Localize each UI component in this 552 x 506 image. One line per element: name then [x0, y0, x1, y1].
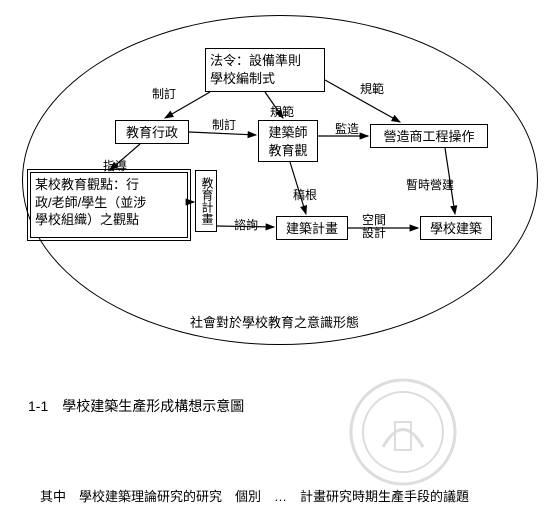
node-edu-admin: 教育行政 [115, 120, 189, 144]
bottom-text: 其中 學校建築理論研究的研究 個別 … 計畫研究時期生產手段的議題 [40, 486, 469, 505]
figure-caption: 1-1 學校建築生產形成構想示意圖 [28, 396, 244, 416]
edge-label-2: 規範 [360, 80, 384, 97]
ellipse-footer: 社會對於學校教育之意識形態 [190, 312, 359, 331]
edge-label-6: 稿根 [293, 186, 317, 203]
edge-label-3: 制訂 [212, 116, 236, 133]
node-build-plan: 建築計畫 [276, 216, 348, 240]
node-construct: 營造商工程操作 [370, 124, 488, 148]
edge-label-5: 監造 [335, 120, 359, 137]
edge-label-0: 制訂 [152, 85, 176, 102]
edge-label-8: 諮詢 [234, 216, 258, 233]
watermark-seal [343, 372, 463, 492]
edge-label-9: 空間設計 [362, 214, 386, 240]
node-school-view: 某校教育觀點：行政/老師/學生（並涉學校組織）之觀點 [30, 172, 188, 238]
node-edu-plan-vertical: 教育計畫 [195, 170, 217, 232]
edge-label-1: 規範 [270, 103, 294, 120]
node-law: 法令：設備準則學校編制式 [205, 48, 325, 92]
edge-label-10: 暫時營建 [406, 176, 454, 193]
edge-label-4: 指導 [103, 157, 127, 174]
node-school-arch: 學校建築 [420, 216, 492, 240]
node-arch-edu: 建築師教育觀 [258, 120, 318, 162]
